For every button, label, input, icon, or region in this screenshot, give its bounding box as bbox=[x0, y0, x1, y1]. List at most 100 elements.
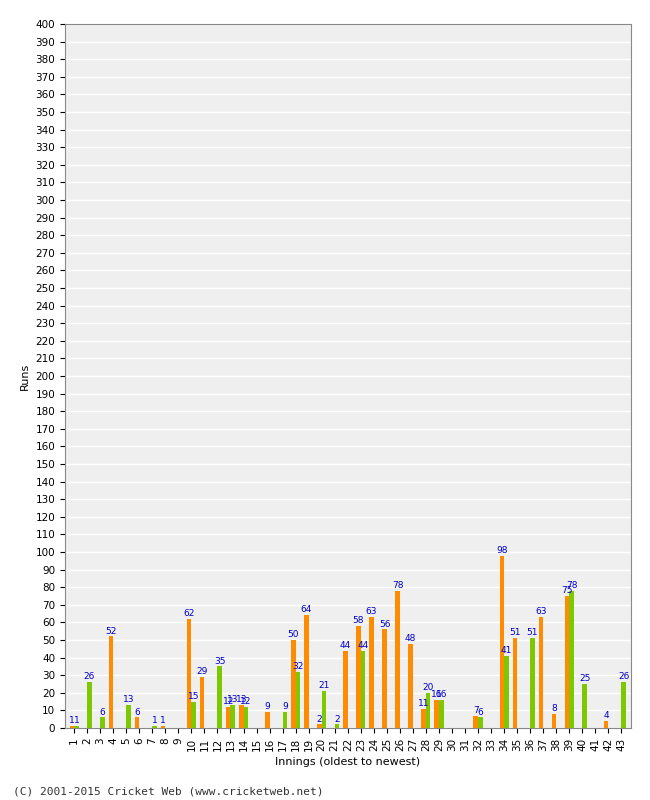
Text: 7: 7 bbox=[473, 706, 478, 715]
Bar bbox=[109, 637, 113, 728]
Text: 26: 26 bbox=[84, 672, 95, 682]
Text: 25: 25 bbox=[579, 674, 590, 683]
Bar bbox=[70, 726, 74, 728]
Bar bbox=[291, 640, 296, 728]
Text: 35: 35 bbox=[214, 657, 226, 666]
Bar bbox=[582, 684, 587, 728]
Text: 13: 13 bbox=[123, 695, 135, 704]
Text: 56: 56 bbox=[379, 619, 390, 629]
Bar bbox=[74, 726, 79, 728]
Bar bbox=[439, 700, 443, 728]
Text: 52: 52 bbox=[105, 626, 116, 635]
Text: 1: 1 bbox=[151, 716, 157, 726]
Bar bbox=[369, 617, 374, 728]
Bar bbox=[304, 615, 309, 728]
Text: 6: 6 bbox=[99, 707, 105, 717]
Bar bbox=[239, 705, 244, 728]
Bar bbox=[187, 619, 191, 728]
Text: 41: 41 bbox=[500, 646, 512, 655]
Bar bbox=[621, 682, 626, 728]
Text: 58: 58 bbox=[353, 616, 364, 625]
Bar bbox=[426, 693, 430, 728]
Bar bbox=[504, 656, 509, 728]
Y-axis label: Runs: Runs bbox=[20, 362, 30, 390]
Bar bbox=[530, 638, 535, 728]
Text: 62: 62 bbox=[183, 609, 195, 618]
Bar bbox=[421, 709, 426, 728]
Bar bbox=[434, 700, 439, 728]
Text: 11: 11 bbox=[418, 698, 430, 708]
Text: 32: 32 bbox=[292, 662, 304, 670]
Text: 44: 44 bbox=[358, 641, 369, 650]
Bar bbox=[322, 691, 326, 728]
Bar bbox=[500, 555, 504, 728]
Text: 64: 64 bbox=[301, 606, 312, 614]
Text: 15: 15 bbox=[188, 692, 200, 701]
Text: 78: 78 bbox=[566, 581, 577, 590]
Bar bbox=[100, 718, 105, 728]
Bar bbox=[200, 677, 204, 728]
Text: 1: 1 bbox=[73, 716, 79, 726]
Text: 78: 78 bbox=[392, 581, 404, 590]
Text: 9: 9 bbox=[265, 702, 270, 711]
Bar bbox=[395, 590, 400, 728]
Bar bbox=[539, 617, 543, 728]
Text: 44: 44 bbox=[340, 641, 351, 650]
Bar bbox=[265, 712, 270, 728]
Bar bbox=[473, 716, 478, 728]
Text: 16: 16 bbox=[436, 690, 447, 699]
Text: 98: 98 bbox=[496, 546, 508, 554]
Text: 75: 75 bbox=[561, 586, 573, 595]
Text: 63: 63 bbox=[535, 607, 547, 616]
Bar bbox=[126, 705, 131, 728]
Bar bbox=[135, 718, 139, 728]
Bar bbox=[218, 666, 222, 728]
Text: 48: 48 bbox=[405, 634, 416, 642]
Bar bbox=[552, 714, 556, 728]
Bar bbox=[356, 626, 361, 728]
Bar bbox=[317, 725, 322, 728]
Text: (C) 2001-2015 Cricket Web (www.cricketweb.net): (C) 2001-2015 Cricket Web (www.cricketwe… bbox=[13, 786, 324, 796]
Text: 8: 8 bbox=[551, 704, 557, 713]
Bar bbox=[513, 638, 517, 728]
Text: 63: 63 bbox=[366, 607, 377, 616]
Bar bbox=[478, 718, 482, 728]
Text: 13: 13 bbox=[227, 695, 239, 704]
Text: 2: 2 bbox=[317, 714, 322, 723]
Bar bbox=[361, 650, 365, 728]
Bar bbox=[226, 707, 231, 728]
Bar bbox=[87, 682, 92, 728]
Bar bbox=[231, 705, 235, 728]
Bar bbox=[296, 672, 300, 728]
Text: 9: 9 bbox=[282, 702, 288, 711]
Bar bbox=[569, 590, 574, 728]
Text: 6: 6 bbox=[478, 707, 483, 717]
X-axis label: Innings (oldest to newest): Innings (oldest to newest) bbox=[275, 757, 421, 766]
Bar bbox=[343, 650, 348, 728]
Text: 29: 29 bbox=[196, 667, 208, 676]
Bar bbox=[565, 596, 569, 728]
Bar bbox=[191, 702, 196, 728]
Bar bbox=[382, 630, 387, 728]
Text: 12: 12 bbox=[240, 697, 252, 706]
Bar bbox=[161, 726, 165, 728]
Text: 13: 13 bbox=[235, 695, 247, 704]
Bar bbox=[604, 721, 608, 728]
Text: 51: 51 bbox=[526, 628, 538, 638]
Text: 20: 20 bbox=[422, 683, 434, 692]
Text: 1: 1 bbox=[160, 716, 166, 726]
Bar bbox=[244, 707, 248, 728]
Text: 4: 4 bbox=[603, 711, 609, 720]
Text: 26: 26 bbox=[618, 672, 629, 682]
Bar bbox=[283, 712, 287, 728]
Text: 1: 1 bbox=[69, 716, 75, 726]
Bar bbox=[335, 725, 339, 728]
Text: 12: 12 bbox=[222, 697, 234, 706]
Text: 2: 2 bbox=[334, 714, 340, 723]
Bar bbox=[408, 643, 413, 728]
Bar bbox=[152, 726, 157, 728]
Text: 51: 51 bbox=[509, 628, 521, 638]
Text: 6: 6 bbox=[134, 707, 140, 717]
Text: 50: 50 bbox=[287, 630, 299, 639]
Text: 16: 16 bbox=[431, 690, 443, 699]
